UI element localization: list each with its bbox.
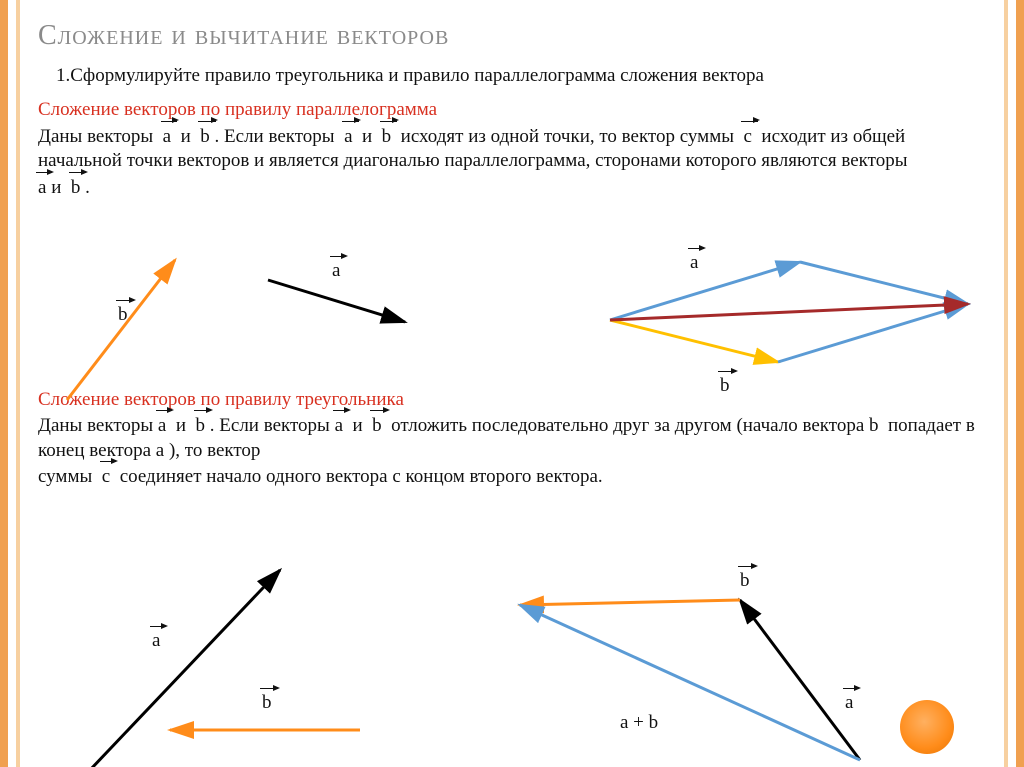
label-upper-b: b bbox=[118, 302, 128, 326]
slide-title: Сложение и вычитание векторов bbox=[38, 20, 986, 52]
rule1-heading: Сложение векторов по правилу параллелогр… bbox=[38, 98, 986, 122]
label-para-a: a bbox=[690, 250, 698, 274]
task-text: 1.Сформулируйте правило треугольника и п… bbox=[56, 64, 986, 88]
spacer-1 bbox=[38, 201, 986, 386]
label-upper-a: a bbox=[332, 258, 340, 282]
slide-frame-inner: Сложение и вычитание векторов 1.Сформули… bbox=[16, 0, 1008, 767]
rule2-body: Даны векторы a и b . Если векторы a и b … bbox=[38, 412, 986, 490]
label-tri-sum: a + b bbox=[620, 712, 658, 734]
slide-frame-outer: Сложение и вычитание векторов 1.Сформули… bbox=[0, 0, 1024, 767]
rule2-heading: Сложение векторов по правилу треугольник… bbox=[38, 388, 986, 412]
label-lower-b: b bbox=[262, 690, 272, 714]
decorative-circle-icon bbox=[900, 700, 954, 754]
label-lower-a: a bbox=[152, 628, 160, 652]
label-tri-a: a bbox=[845, 690, 853, 714]
label-tri-b: b bbox=[740, 568, 750, 592]
rule1-body: Даны векторы a и b . Если векторы a и b … bbox=[38, 123, 986, 201]
label-para-b: b bbox=[720, 373, 730, 397]
